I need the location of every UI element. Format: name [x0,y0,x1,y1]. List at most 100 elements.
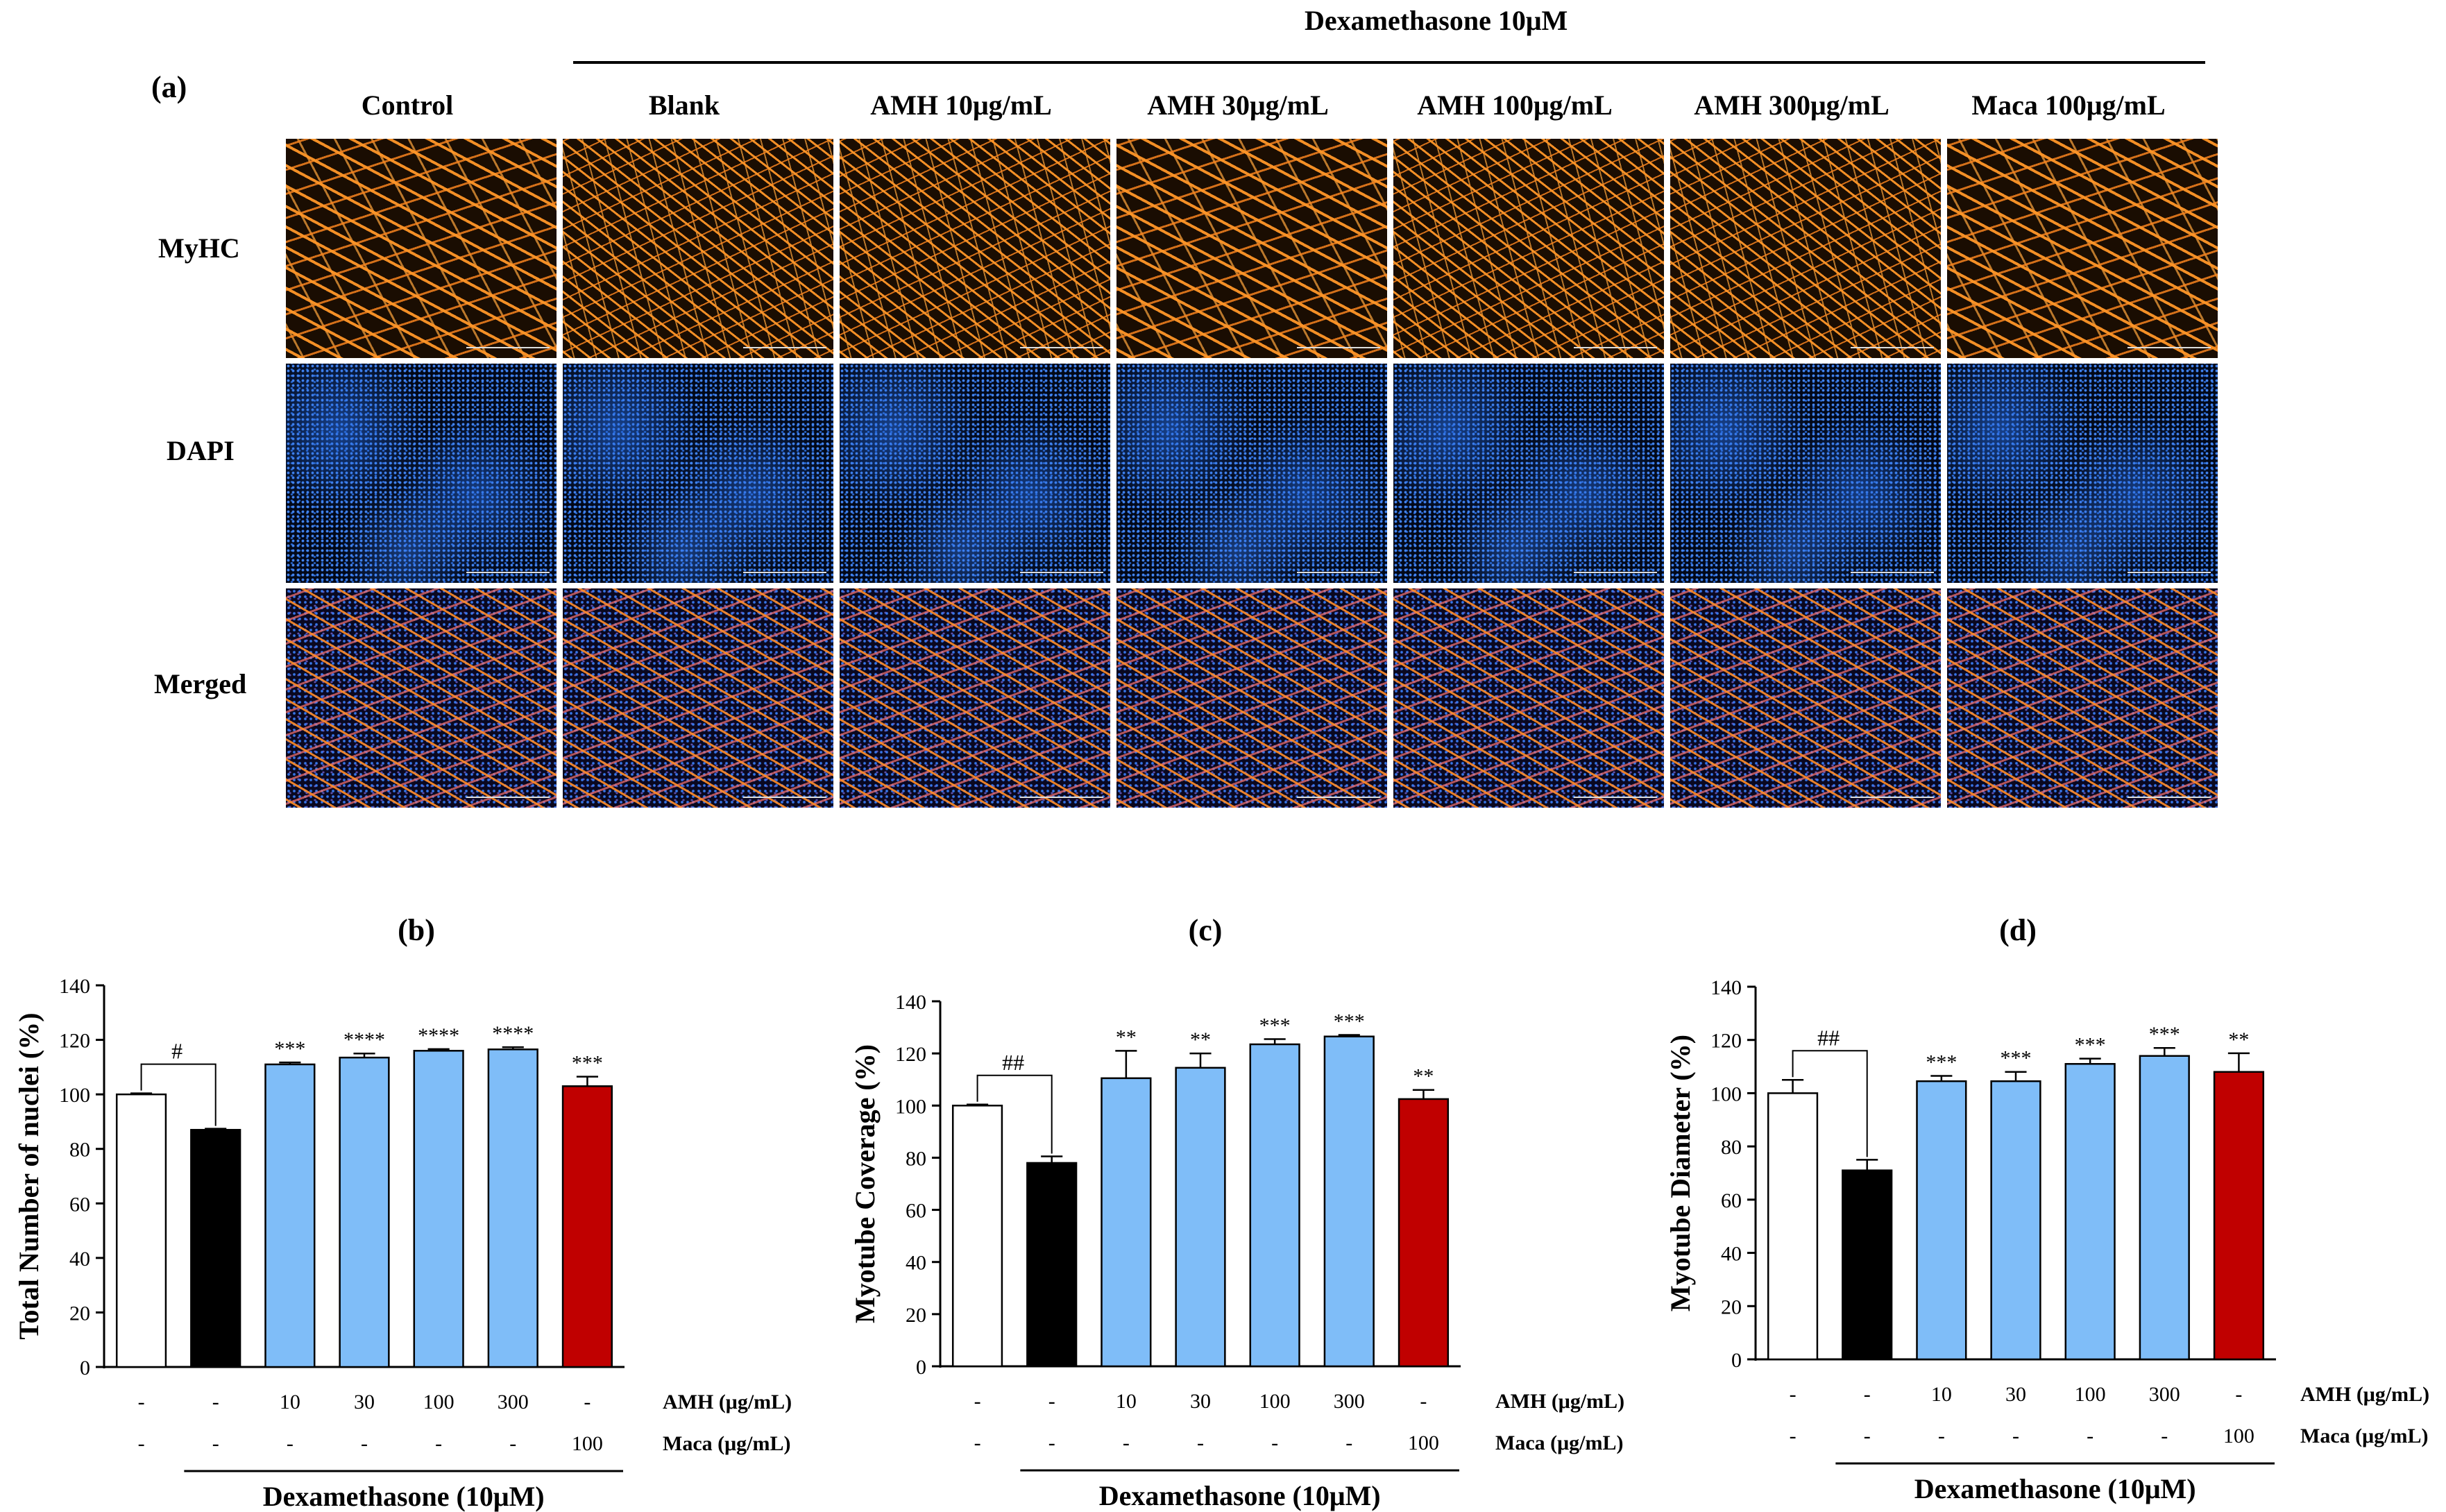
significance-label: ** [1116,1026,1137,1048]
maca-dose-label: - [287,1432,294,1455]
significance-label: **** [418,1024,459,1047]
amh-dose-label: 100 [423,1391,455,1413]
row-label-myhc: MyHC [158,232,240,264]
column-label-control: Control [361,90,454,121]
y-tick-label: 140 [1710,976,1742,999]
amh-dose-label: 300 [498,1391,529,1413]
amh-dose-label: 300 [2149,1383,2180,1406]
maca-dose-label: 100 [1408,1432,1439,1454]
column-label-blank: Blank [648,90,720,121]
amh-dose-label: - [1790,1383,1797,1406]
micrograph-dapi-amh-100 [1393,364,1664,583]
bracket-label: # [171,1039,182,1064]
amh-row-label: AMH (μg/mL) [663,1391,792,1413]
x-axis-label: Dexamethasone (10μM) [1099,1480,1381,1511]
maca-dose-label: - [1864,1425,1871,1447]
x-axis-label: Dexamethasone (10μM) [1914,1473,2196,1504]
micrograph-dapi-amh-300 [1670,364,1941,583]
bar [115,1093,167,1368]
y-tick-label: 100 [59,1084,90,1107]
y-tick-label: 0 [1731,1349,1742,1372]
y-tick-label: 100 [1710,1082,1742,1105]
micrograph-merged-amh-30 [1116,588,1387,808]
amh-dose-label: 100 [2075,1383,2106,1406]
maca-dose-label: - [509,1432,516,1455]
significance-label: *** [1926,1051,1957,1073]
maca-dose-label: - [974,1432,981,1454]
bar [1249,1043,1300,1368]
maca-dose-label: - [1790,1425,1797,1447]
amh-dose-label: 10 [1931,1383,1952,1406]
y-axis-label: Total Number of nuclei (%) [13,1012,44,1339]
amh-dose-label: 30 [354,1391,375,1413]
amh-dose-label: - [1048,1390,1055,1413]
bar [1323,1035,1375,1368]
y-tick-label: 120 [1710,1030,1742,1053]
maca-dose-label: - [1197,1432,1204,1454]
significance-bracket [1792,1050,1868,1157]
significance-bracket [140,1063,216,1126]
y-tick-label: 60 [69,1193,90,1216]
bar [264,1063,316,1368]
bracket-label: ## [1817,1025,1840,1050]
micrograph-myhc-amh-100 [1393,139,1664,358]
micrograph-dapi-maca-100 [1947,364,2218,583]
bar [487,1048,538,1368]
bar [1842,1169,1893,1361]
y-tick-label: 60 [906,1200,926,1223]
dexamethasone-bracket-line [573,61,2205,64]
bar [1990,1080,2041,1361]
amh-dose-label: - [1420,1390,1427,1413]
y-tick-label: 60 [1721,1189,1742,1212]
significance-label: *** [1334,1010,1365,1033]
bar [1916,1080,1967,1361]
y-axis-label: Myotube Coverage (%) [849,1044,881,1323]
maca-dose-label: - [1938,1425,1945,1447]
significance-bracket [976,1074,1053,1154]
significance-label: *** [2149,1023,2180,1046]
micrograph-myhc-amh-300 [1670,139,1941,358]
chart-panel-label: (b) [398,913,435,947]
significance-label: **** [343,1028,385,1051]
column-label-amh-30: AMH 30μg/mL [1147,90,1329,121]
micrograph-merged-amh-10 [840,588,1110,808]
y-tick-label: 120 [895,1043,926,1066]
dexamethasone-header: Dexamethasone 10μM [1305,5,1568,36]
bar [1101,1077,1152,1368]
micrograph-merged-amh-300 [1670,588,1941,808]
micrograph-dapi-amh-30 [1116,364,1387,583]
maca-dose-label: - [1345,1432,1352,1454]
micrograph-myhc-maca-100 [1947,139,2218,358]
amh-dose-label: 10 [1116,1390,1137,1413]
bar [2139,1055,2190,1361]
maca-dose-label: 100 [2223,1425,2254,1447]
y-tick-label: 20 [1721,1296,1742,1318]
maca-dose-label: - [435,1432,442,1455]
bar [1767,1092,1819,1361]
micrograph-merged-control [286,588,557,808]
micrograph-myhc-amh-10 [840,139,1110,358]
amh-dose-label: - [1864,1383,1871,1406]
bar [2064,1062,2116,1361]
amh-dose-label: 30 [1190,1390,1211,1413]
chart-svg: (b) 0 20 40 60 80 100 120 140 Total Number of nuc… [13,913,792,1512]
y-tick-label: 20 [69,1302,90,1325]
maca-dose-label: - [2012,1425,2019,1447]
amh-dose-label: - [138,1391,145,1413]
chart-panel-label: (c) [1189,913,1223,947]
y-tick-label: 40 [906,1252,926,1275]
significance-label: ** [1190,1028,1211,1051]
y-tick-label: 40 [1721,1243,1742,1266]
amh-dose-label: - [2235,1383,2242,1406]
micrograph-myhc-amh-30 [1116,139,1387,358]
y-tick-label: 20 [906,1304,926,1327]
row-label-merged: Merged [154,668,247,699]
bar [339,1056,390,1368]
chart-svg: (d) 0 20 40 60 80 100 120 140 Myotube Diameter (%… [1665,913,2429,1504]
maca-dose-label: 100 [572,1432,603,1455]
significance-label: **** [492,1022,534,1045]
maca-dose-label: - [138,1432,145,1455]
significance-label: *** [2001,1047,2032,1070]
y-tick-label: 0 [916,1356,926,1379]
y-tick-label: 40 [69,1248,90,1271]
